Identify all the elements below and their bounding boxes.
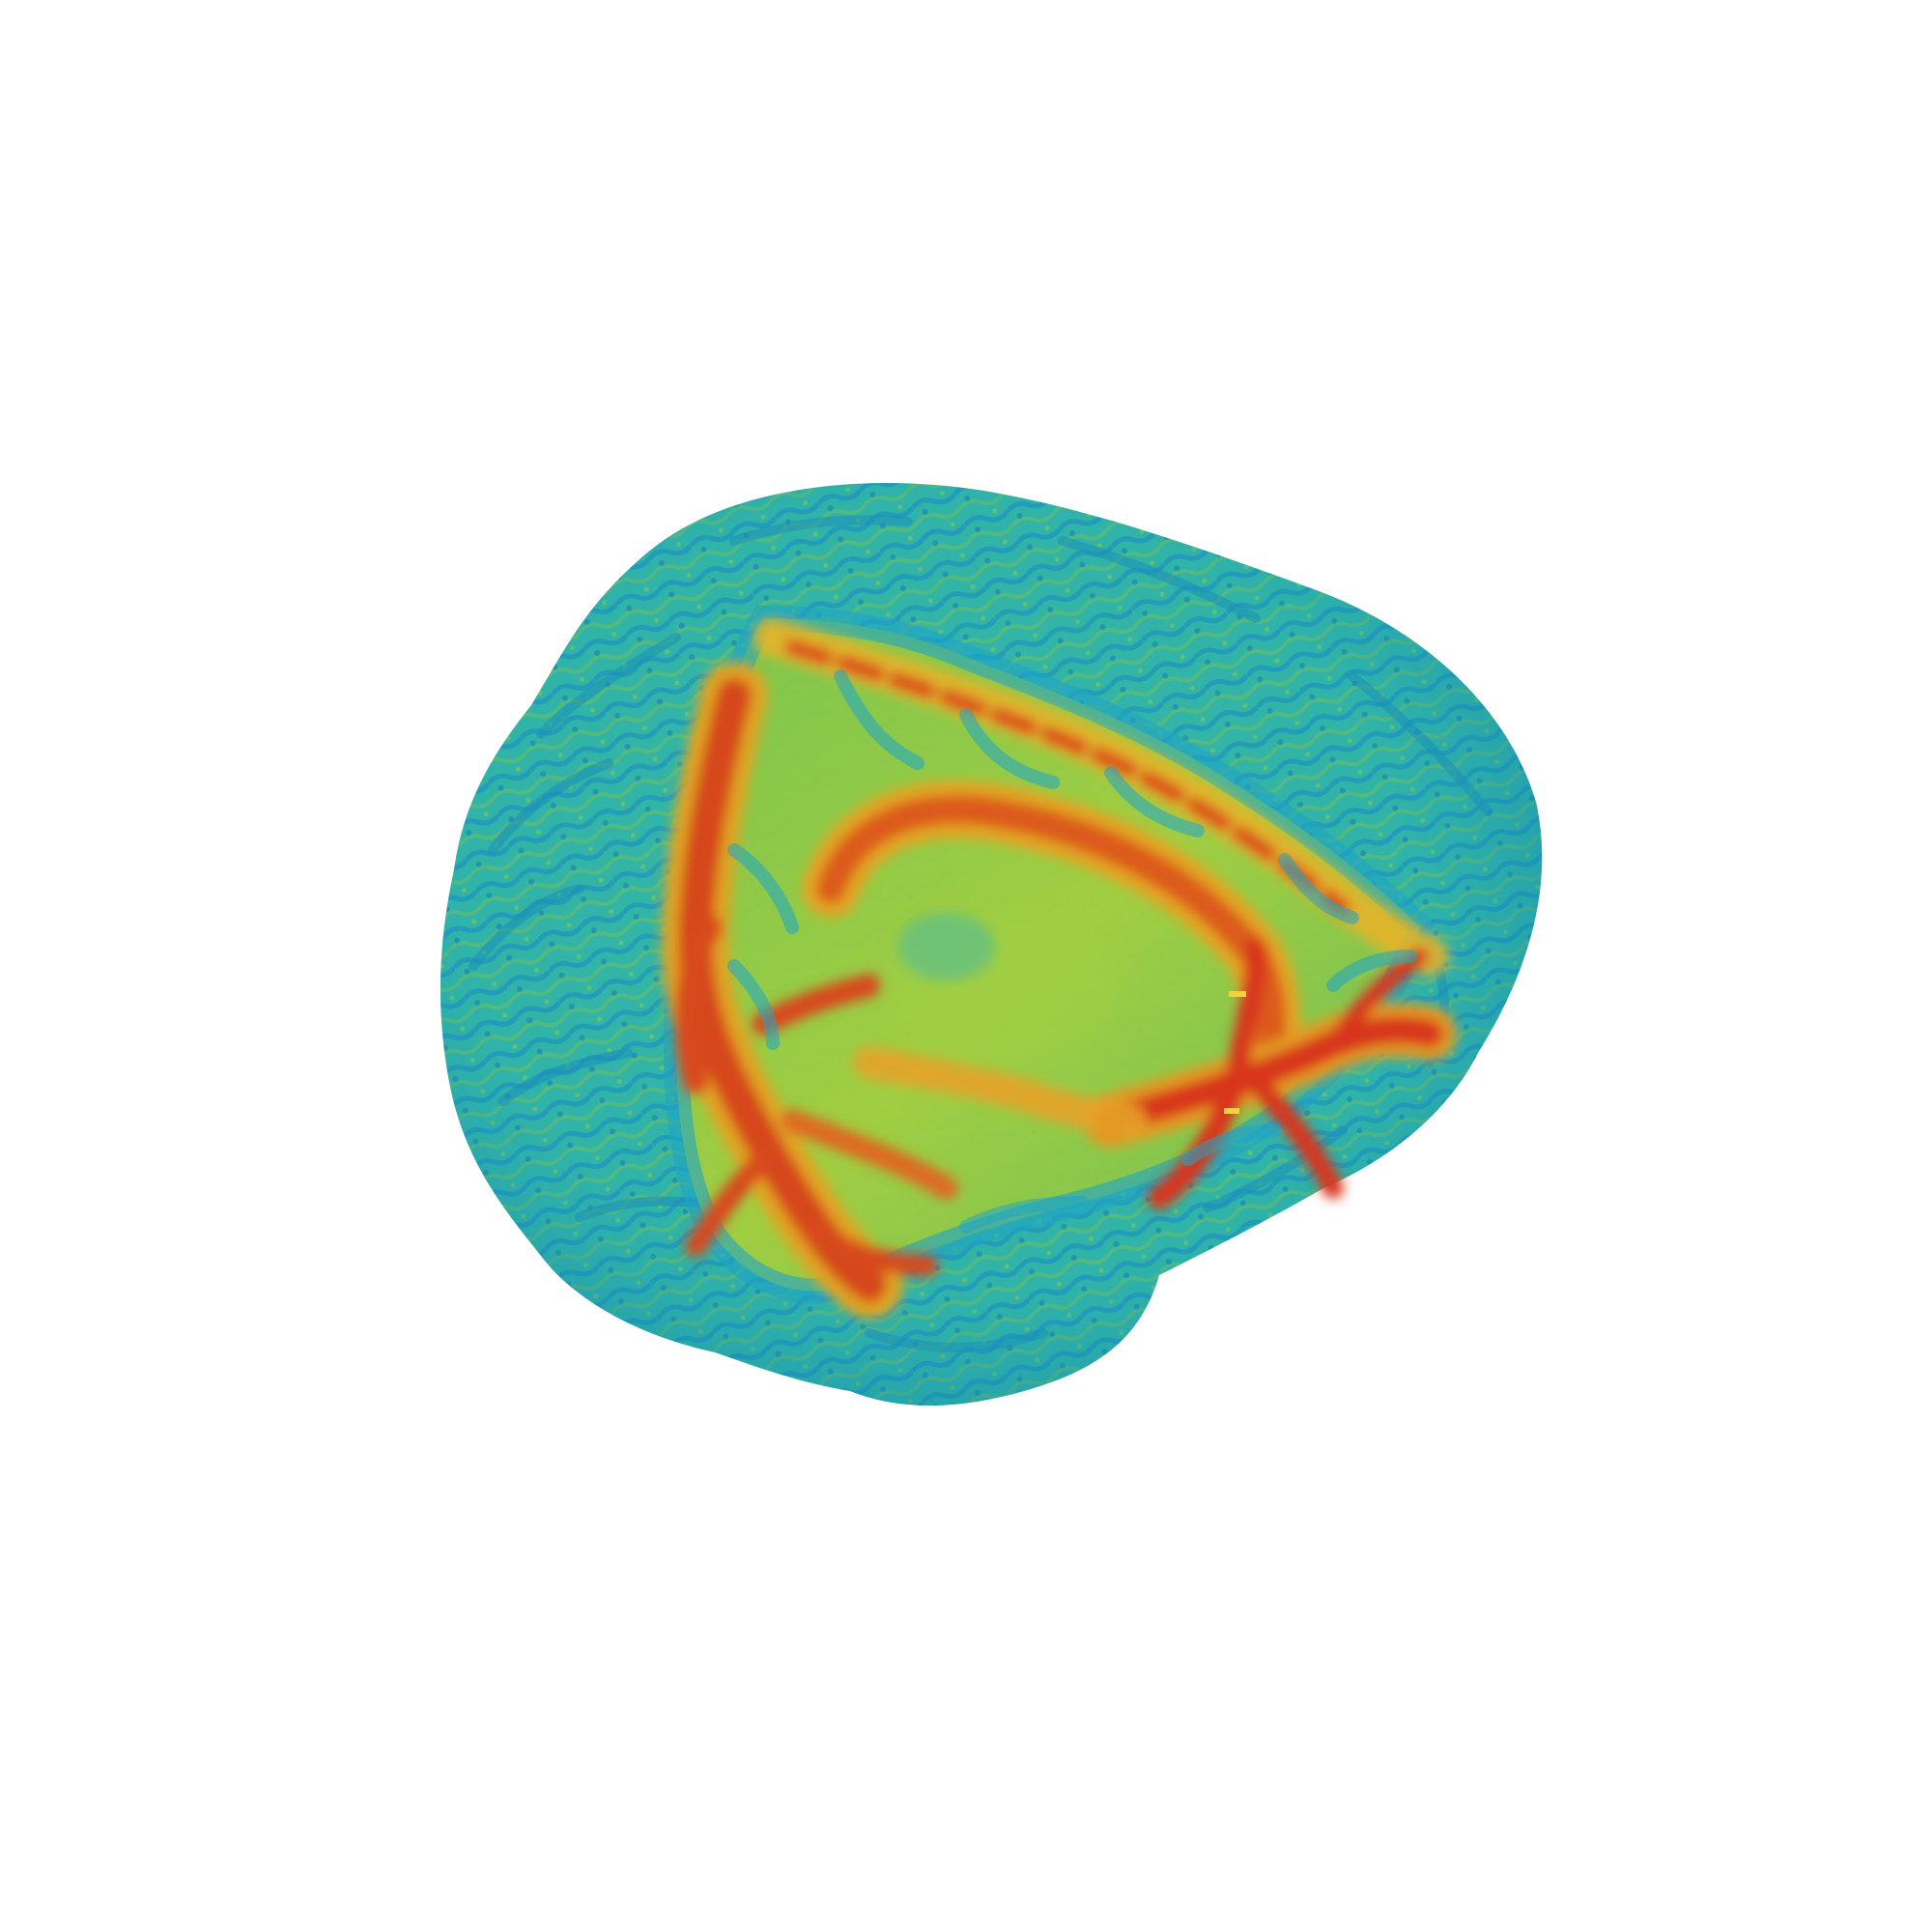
white-matter xyxy=(661,618,1457,1319)
highlight-mark xyxy=(1224,1108,1239,1114)
cut-plane xyxy=(661,605,1457,1319)
highlight-mark xyxy=(1229,991,1246,997)
